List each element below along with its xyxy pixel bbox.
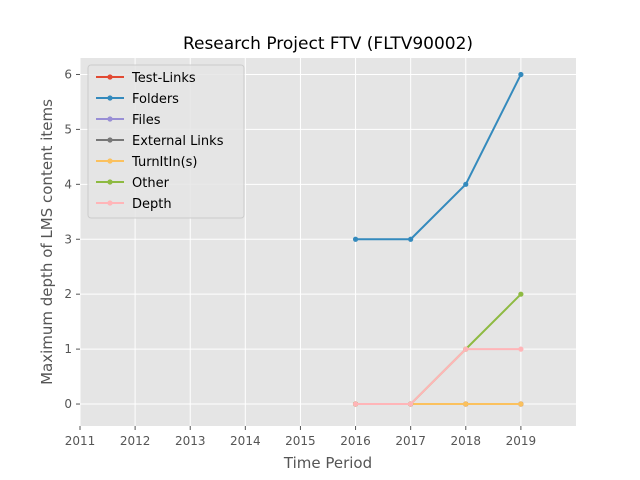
series-layer: [352, 71, 524, 407]
data-point-folders: [463, 181, 469, 187]
ticks: 2011 2012 2013 2014 2015 2016 2017 2018 2019 0 1 2 3…: [64, 67, 536, 448]
y-axis-label: Maximum depth of LMS content items: [38, 99, 56, 385]
x-tick-label: 2014: [230, 434, 261, 448]
data-point-folders: [518, 71, 524, 78]
legend-marker-folders: [107, 95, 113, 101]
legend-marker-depth: [107, 200, 113, 206]
data-point-depth: [518, 346, 524, 352]
legend: Test-Links Folders Files External Links Turn…: [87, 64, 245, 219]
x-tick-label: 2015: [285, 434, 316, 448]
y-tick-label: 0: [64, 397, 72, 411]
x-tick-label: 2017: [395, 434, 426, 448]
legend-label-external-links: External Links: [132, 134, 224, 149]
data-point-turnitin-s: [518, 401, 524, 407]
legend-marker-external-links: [107, 137, 113, 143]
legend-marker-turnitin-s: [107, 158, 113, 164]
x-tick-label: 2013: [175, 434, 206, 448]
legend-marker-files: [107, 116, 113, 122]
data-point-other: [518, 291, 524, 297]
legend-label-test-links: Test-Links: [131, 71, 196, 86]
legend-label-turnitin-s: TurnItIn(s): [131, 155, 197, 170]
x-tick-label: 2012: [120, 434, 151, 448]
legend-marker-test-links: [107, 74, 113, 80]
legend-label-folders: Folders: [132, 92, 179, 107]
y-tick-label: 2: [64, 287, 72, 301]
legend-label-depth: Depth: [132, 197, 172, 212]
x-tick-label: 2018: [451, 434, 482, 448]
y-tick-label: 3: [64, 232, 72, 246]
x-axis-label: Time Period: [283, 454, 372, 472]
data-point-folders: [408, 236, 414, 242]
y-tick-label: 1: [64, 342, 72, 356]
y-tick-label: 6: [64, 67, 72, 81]
data-point-folders: [352, 236, 359, 242]
x-tick-label: 2011: [65, 434, 96, 448]
x-tick-label: 2016: [340, 434, 371, 448]
data-point-depth: [463, 346, 469, 352]
legend-box: [87, 64, 245, 219]
x-tick-label: 2019: [506, 434, 537, 448]
legend-marker-other: [107, 179, 113, 185]
data-point-depth: [408, 401, 414, 407]
chart-title: Research Project FTV (FLTV90002): [183, 34, 473, 54]
series-line-depth: [355, 348, 521, 406]
y-tick-label: 5: [64, 122, 72, 136]
legend-label-other: Other: [132, 176, 170, 191]
series-line-folders: [355, 74, 522, 241]
y-tick-label: 4: [64, 177, 72, 191]
legend-label-files: Files: [132, 113, 161, 128]
data-point-turnitin-s: [463, 401, 469, 407]
grid: [79, 58, 576, 426]
data-point-depth: [352, 401, 359, 407]
